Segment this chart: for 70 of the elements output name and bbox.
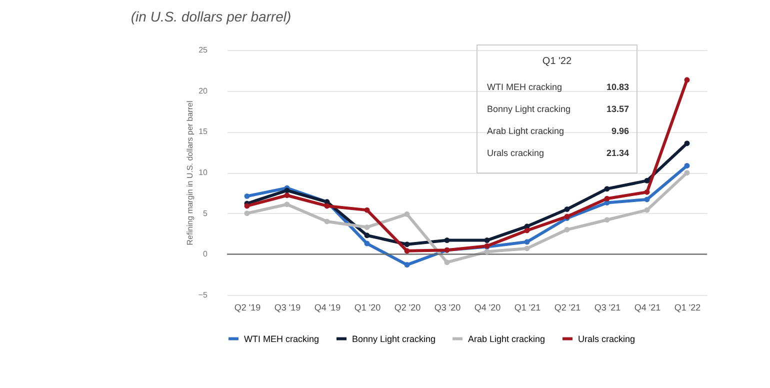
point [644,196,650,202]
point [284,202,290,208]
point [324,203,330,209]
y-tick-label: 0 [203,250,208,259]
x-tick-label: Q1 '20 [354,302,381,312]
legend-label: Urals cracking [578,334,636,344]
point [524,246,530,252]
y-tick-label: 5 [203,208,208,218]
x-tick-label: Q3 '21 [594,302,621,312]
point [684,170,690,176]
point [604,217,610,223]
y-tick-label: 25 [198,46,208,54]
x-tick-label: Q1 '21 [514,302,541,312]
point [524,228,530,234]
x-tick-label: Q2 '21 [554,302,581,312]
point [524,239,530,245]
x-tick-label: Q4 '21 [634,302,661,312]
y-tick-label: 10 [198,168,208,177]
y-tick-label: 15 [198,127,208,136]
point [404,242,410,248]
point [484,238,490,244]
annotation: Bonny Light cracking [487,104,571,114]
x-tick-label: Q3 '20 [434,302,461,312]
x-tick-label: Q2 '19 [234,302,261,312]
point [684,162,690,168]
annotation: WTI MEH cracking [487,82,562,92]
point [644,189,650,195]
point [284,188,290,194]
point [684,140,690,146]
point [364,232,370,238]
point [244,193,250,199]
annotation: 13.57 [606,104,629,114]
point [404,248,410,254]
annotation: Urals cracking [487,148,544,158]
annotation: Q1 '22 [542,56,572,67]
x-tick-label: Q2 '20 [394,302,421,312]
point [364,240,370,246]
point [644,178,650,184]
chart-title: (in U.S. dollars per barrel) [130,8,292,24]
annotation: 21.34 [606,148,629,158]
y-tick-label: −5 [198,290,208,300]
point [604,186,610,192]
legend-label: Bonny Light cracking [352,334,436,344]
point [444,238,450,244]
point [284,192,290,198]
point [564,226,570,232]
point [604,196,610,202]
y-axis-title: Refining margin in U.S. dollars per barrel [185,100,194,246]
annotation: Arab Light cracking [487,126,564,136]
x-tick-label: Q3 '19 [274,302,301,312]
point [364,207,370,213]
y-tick-label: 20 [198,86,208,96]
x-tick-label: Q4 '20 [474,302,501,312]
annotation: 10.83 [606,82,629,92]
point [244,210,250,216]
point [444,260,450,266]
point [404,262,410,268]
point [484,248,490,254]
point [244,203,250,209]
point [364,224,370,230]
point [324,218,330,224]
legend-label: WTI MEH cracking [244,334,320,344]
x-tick-label: Q1 '22 [674,302,701,312]
annotation: 9.96 [611,126,629,136]
point [404,211,410,217]
point [644,207,650,213]
point [564,206,570,212]
point [684,77,690,83]
legend-label: Arab Light cracking [468,334,546,344]
x-tick-label: Q4 '19 [314,302,341,312]
